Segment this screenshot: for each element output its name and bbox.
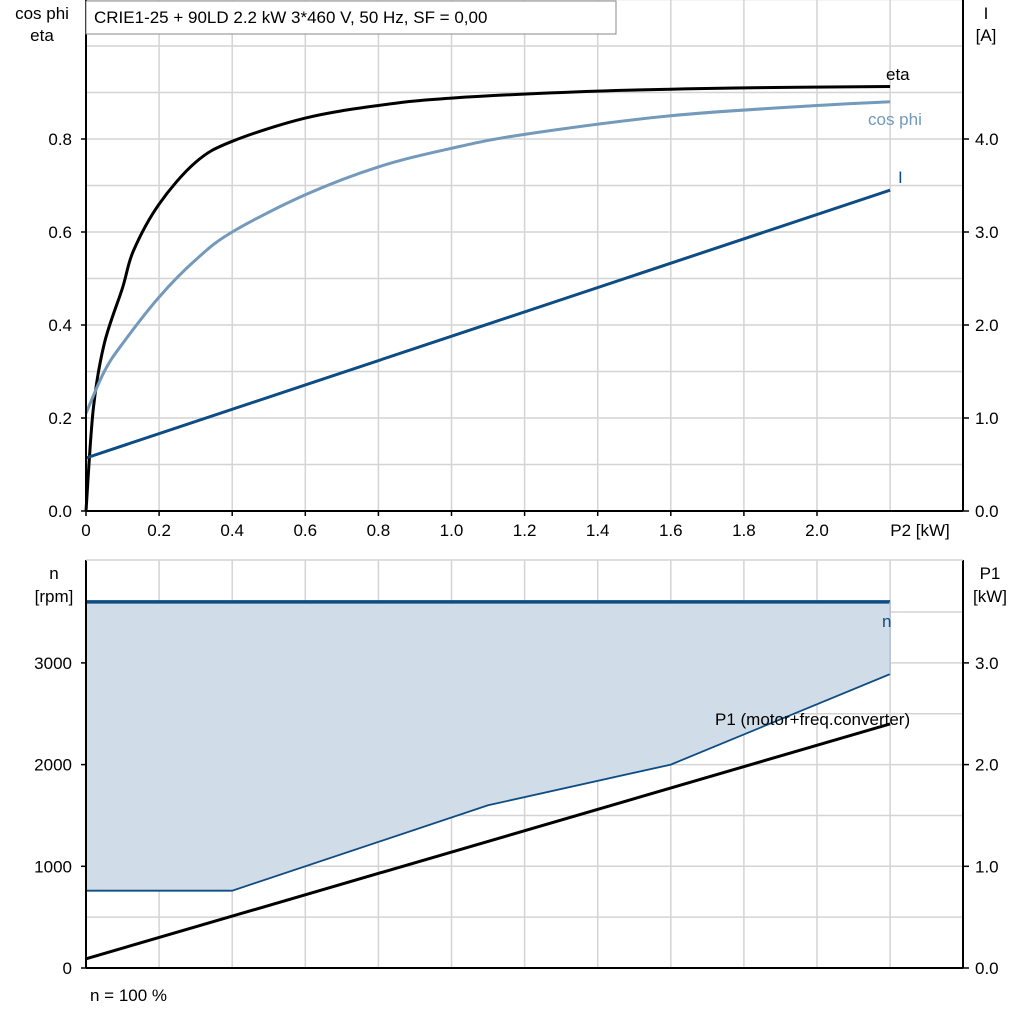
left-axis-label-n: n <box>49 564 58 583</box>
x-tick-label: 1.8 <box>732 521 756 540</box>
x-tick-label: 1.0 <box>440 521 464 540</box>
series-line-eta <box>84 84 891 512</box>
x-tick-label: 0.8 <box>367 521 391 540</box>
y-tick-label-right: 0.0 <box>975 502 999 521</box>
series-label-n: n <box>882 612 891 631</box>
x-tick-label: 0 <box>81 521 90 540</box>
y-tick-label-right: 1.0 <box>975 857 999 876</box>
y-tick-label-left: 2000 <box>34 756 72 775</box>
footnote: n = 100 % <box>90 986 167 1005</box>
y-tick-label-right: 2.0 <box>975 756 999 775</box>
left-axis-label-rpm: [rpm] <box>35 587 74 606</box>
y-tick-label-left: 3000 <box>34 654 72 673</box>
y-tick-label-right: 3.0 <box>975 223 999 242</box>
series-label-p1: P1 (motor+freq.converter) <box>715 710 910 729</box>
chart-title: CRIE1-25 + 90LD 2.2 kW 3*460 V, 50 Hz, S… <box>94 8 487 27</box>
n-range-fill <box>86 601 891 891</box>
series-label-eta: eta <box>886 65 910 84</box>
series-line-i <box>85 188 891 460</box>
y-tick-label-left: 1000 <box>34 857 72 876</box>
x-axis-label: P2 [kW] <box>890 521 950 540</box>
axes <box>81 0 969 969</box>
top-grid <box>86 0 963 511</box>
y-tick-label-left: 0.2 <box>48 409 72 428</box>
series-line-cos-phi <box>84 100 891 414</box>
y-tick-label-right: 1.0 <box>975 409 999 428</box>
series-line-p1 <box>85 722 891 961</box>
right-axis-label-p1: P1 <box>980 564 1001 583</box>
y-tick-label-left: 0.0 <box>48 502 72 521</box>
y-tick-label-right: 4.0 <box>975 130 999 149</box>
y-tick-label-left: 0.8 <box>48 130 72 149</box>
series-line-n-min <box>86 673 891 892</box>
x-tick-label: 2.0 <box>805 521 829 540</box>
series-label-cosphi: cos phi <box>868 110 922 129</box>
x-tick-label: 1.4 <box>586 521 610 540</box>
y-tick-label-left: 0.4 <box>48 316 72 335</box>
title-box <box>85 0 617 35</box>
left-axis-label-cosphi: cos phi <box>15 4 69 23</box>
x-tick-label: 0.4 <box>220 521 244 540</box>
x-tick-label: 0.2 <box>147 521 171 540</box>
left-axis-label-eta: eta <box>30 26 54 45</box>
right-axis-label-a: [A] <box>976 26 997 45</box>
y-tick-label-right: 3.0 <box>975 654 999 673</box>
right-axis-label-i: I <box>984 4 989 23</box>
y-tick-label-left: 0.6 <box>48 223 72 242</box>
x-tick-label: 1.6 <box>659 521 683 540</box>
series-lines <box>84 84 891 961</box>
x-tick-label: 1.2 <box>513 521 537 540</box>
y-tick-label-right: 2.0 <box>975 316 999 335</box>
series-label-i: I <box>898 168 903 187</box>
right-axis-label-kw: [kW] <box>973 587 1007 606</box>
tick-labels: 0 0.2 0.4 0.6 0.8 1.0 1.2 1.4 1.6 1.8 2.0 0.0 0.2 0.4… <box>34 130 998 978</box>
x-tick-label: 0.6 <box>293 521 317 540</box>
y-tick-label-right: 0.0 <box>975 959 999 978</box>
y-tick-label-left: 0 <box>63 959 72 978</box>
